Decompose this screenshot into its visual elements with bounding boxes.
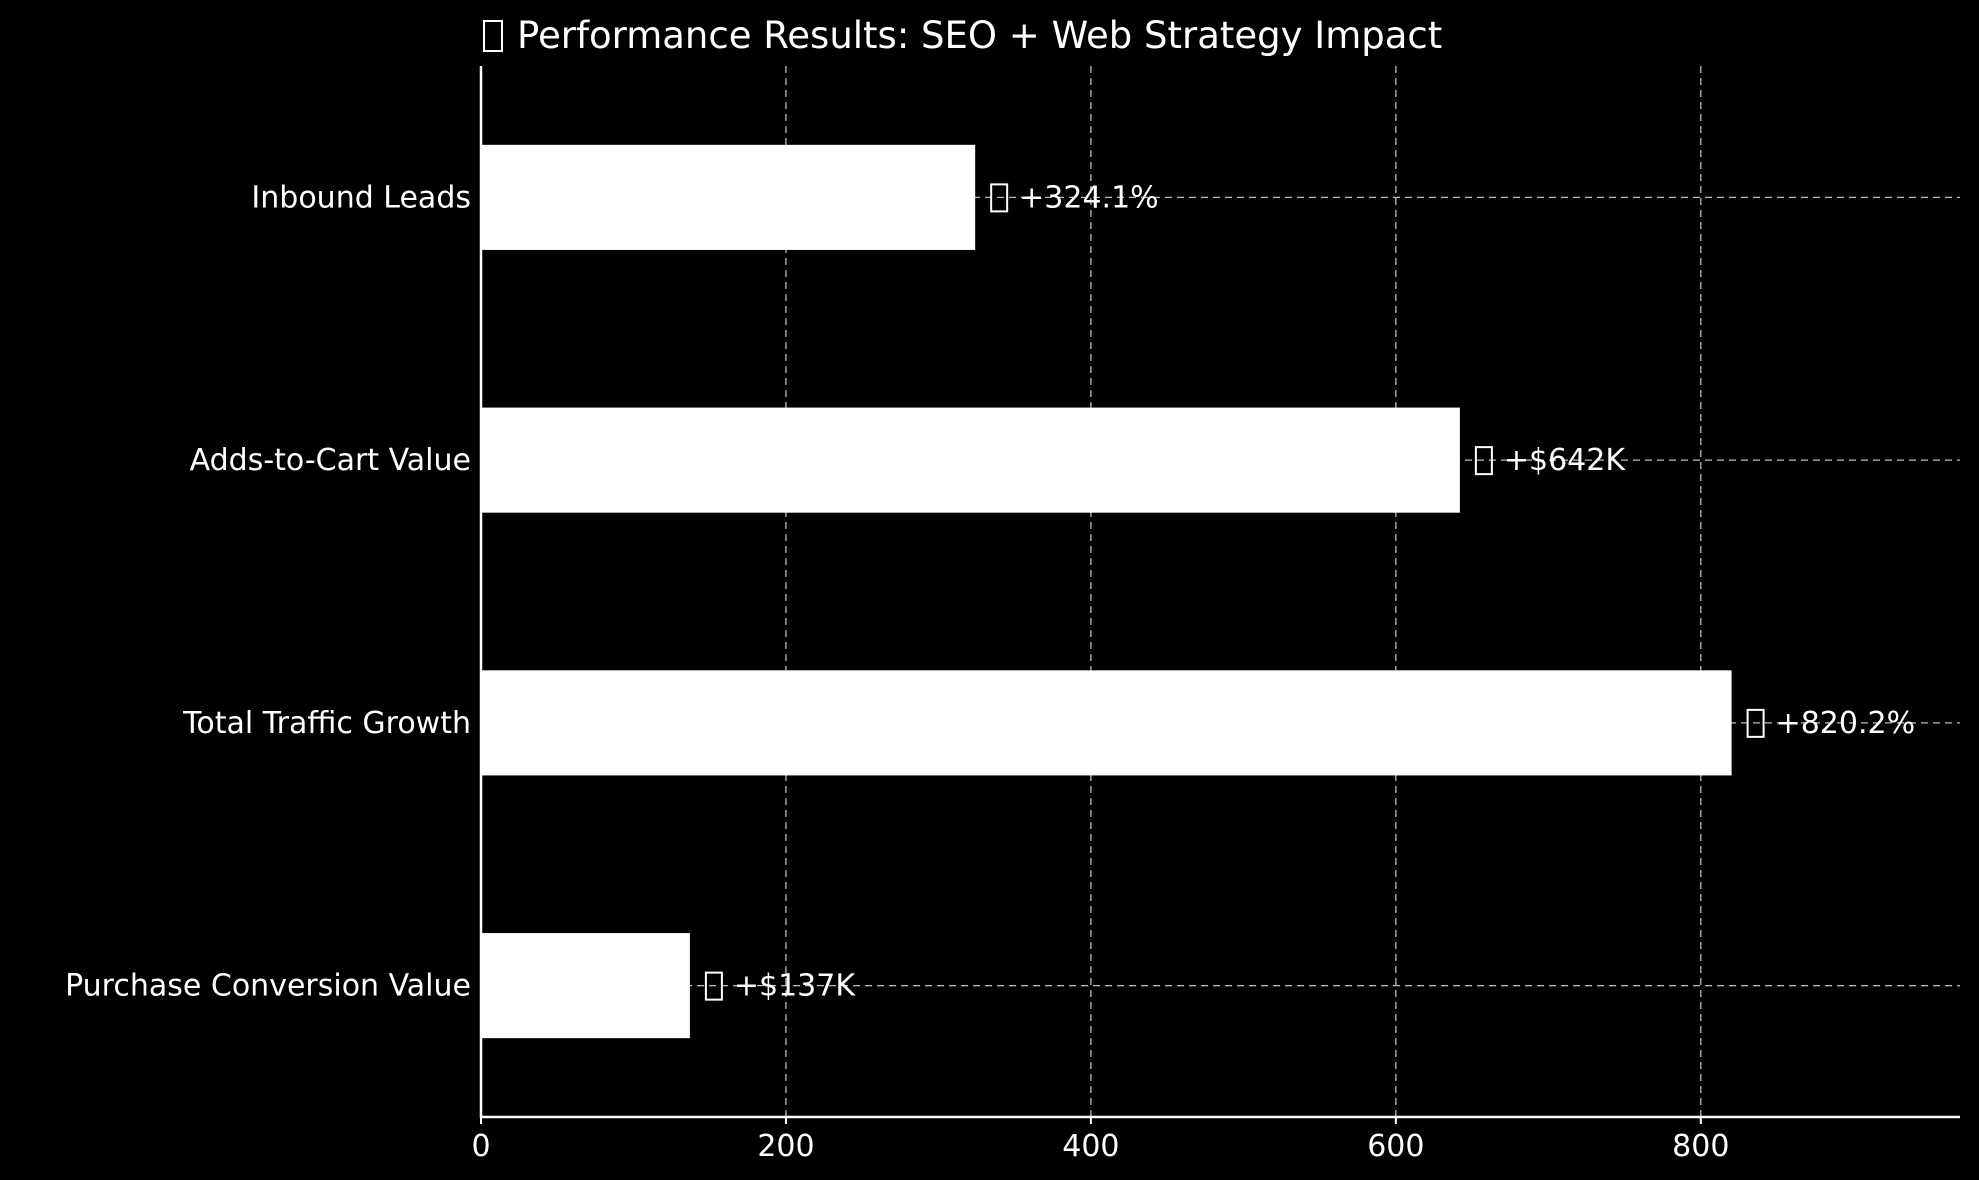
data-label-glyph-icon (1474, 446, 1493, 476)
bar-total-traffic-growth (481, 670, 1732, 776)
data-label-inbound-leads: +324.1% (1019, 180, 1159, 215)
data-label-adds-to-cart-value: +$642K (1504, 443, 1626, 478)
data-label-purchase-conversion-value: +$137K (734, 969, 856, 1004)
data-labels: +324.1% +$642K +820.2% +$137K (704, 180, 1916, 1004)
bars (481, 144, 1732, 1039)
data-label-glyph-icon (1746, 708, 1765, 738)
x-tick-label-200: 200 (757, 1129, 814, 1164)
category-label-purchase-conversion-value: Purchase Conversion Value (65, 969, 471, 1004)
axes (479, 66, 1960, 1124)
x-tick-label-0: 0 (471, 1129, 490, 1164)
title-glyph-icon (483, 20, 503, 52)
category-label-inbound-leads: Inbound Leads (251, 180, 471, 215)
chart-title-group: Performance Results: SEO + Web Strategy … (483, 14, 1442, 57)
bar-inbound-leads (481, 144, 976, 250)
category-label-adds-to-cart-value: Adds-to-Cart Value (190, 443, 471, 478)
x-tick-labels: 0 200 400 600 800 (471, 1129, 1729, 1164)
category-label-total-traffic-growth: Total Traffic Growth (182, 706, 471, 741)
bar-adds-to-cart-value (481, 407, 1460, 513)
category-labels: Inbound Leads Adds-to-Cart Value Total Tra… (65, 180, 471, 1003)
chart-title: Performance Results: SEO + Web Strategy … (517, 14, 1442, 57)
x-tick-label-600: 600 (1367, 1129, 1424, 1164)
data-label-glyph-icon (990, 183, 1009, 213)
data-label-glyph-icon (704, 971, 723, 1001)
data-label-total-traffic-growth: +820.2% (1776, 706, 1916, 741)
x-tick-label-800: 800 (1672, 1129, 1729, 1164)
x-tick-label-400: 400 (1062, 1129, 1119, 1164)
bar-purchase-conversion-value (481, 933, 690, 1039)
